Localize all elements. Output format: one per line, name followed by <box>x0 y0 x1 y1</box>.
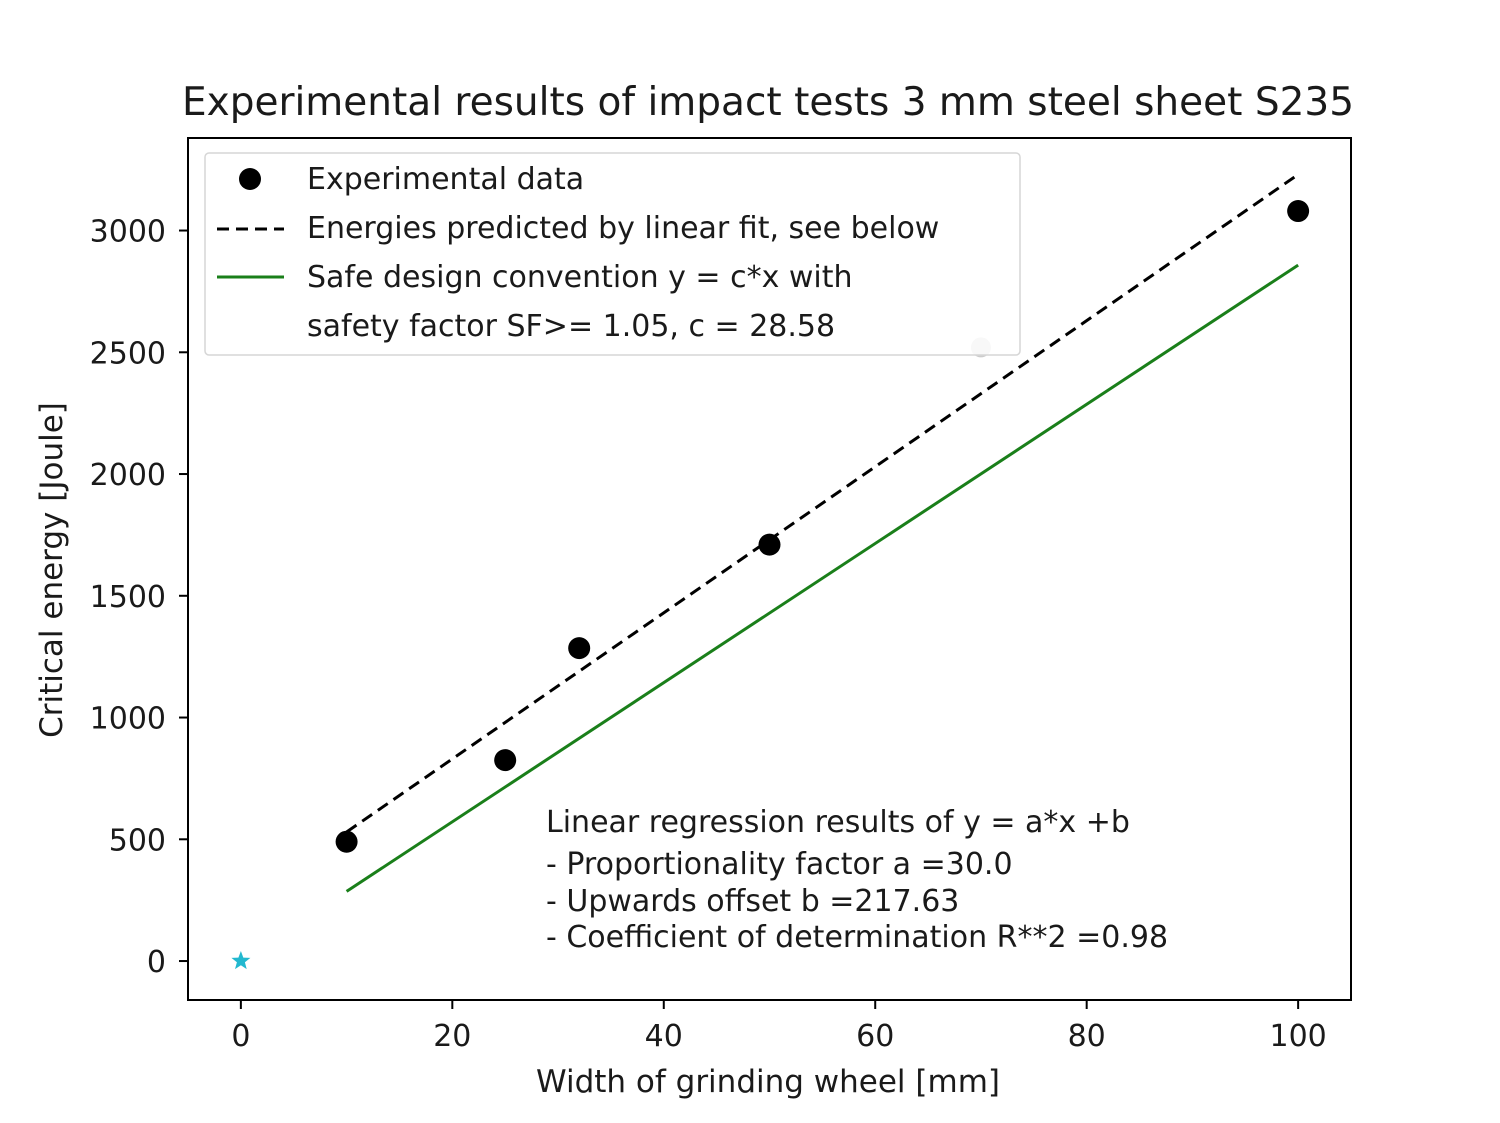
data-point <box>335 830 358 853</box>
annotation-line: - Upwards offset b =217.63 <box>546 884 959 919</box>
linear-fit-line <box>345 173 1299 834</box>
regression-annotation: Linear regression results of y = a*x +b … <box>546 805 1168 955</box>
plot-frame <box>187 137 1352 1001</box>
y-tick-label: 1000 <box>90 702 166 737</box>
safe-design-line <box>345 263 1299 893</box>
annotation-line: - Coefficient of determination R**2 =0.9… <box>546 920 1168 955</box>
x-tick-label: 40 <box>645 1019 683 1054</box>
legend-box <box>204 152 1021 356</box>
y-tick-label: 3000 <box>90 215 166 250</box>
y-tick-label: 2000 <box>90 458 166 493</box>
legend-label: Experimental data <box>307 162 584 197</box>
y-tick-label: 500 <box>109 823 166 858</box>
annotation-line: Linear regression results of y = a*x +b <box>546 805 1130 840</box>
x-tick-label: 0 <box>231 1019 250 1054</box>
y-axis: 0 500 1000 1500 2000 2500 3000 <box>90 215 188 980</box>
legend-marker-circle <box>239 168 261 190</box>
y-tick-label: 0 <box>147 945 166 980</box>
data-point <box>568 637 591 660</box>
x-tick-label: 80 <box>1068 1019 1106 1054</box>
data-point <box>1287 200 1310 223</box>
x-axis: 0 20 40 60 80 100 <box>231 1000 1327 1054</box>
legend-label: safety factor SF>= 1.05, c = 28.58 <box>307 309 835 344</box>
y-tick-label: 1500 <box>90 580 166 615</box>
data-point <box>494 749 517 772</box>
x-axis-label: Width of grinding wheel [mm] <box>536 1064 1000 1100</box>
legend: Experimental data Energies predicted by … <box>204 152 1021 356</box>
x-tick-label: 60 <box>856 1019 894 1054</box>
origin-star-marker <box>231 951 251 970</box>
x-tick-label: 20 <box>433 1019 471 1054</box>
chart-title: Experimental results of impact tests 3 m… <box>182 80 1354 125</box>
x-tick-label: 100 <box>1270 1019 1327 1054</box>
y-axis-label: Critical energy [Joule] <box>34 402 70 738</box>
data-point <box>758 533 781 556</box>
annotation-line: - Proportionality factor a =30.0 <box>546 847 1013 882</box>
legend-label: Energies predicted by linear fit, see be… <box>307 211 939 246</box>
y-tick-label: 2500 <box>90 336 166 371</box>
legend-label: Safe design convention y = c*x with <box>307 260 853 295</box>
